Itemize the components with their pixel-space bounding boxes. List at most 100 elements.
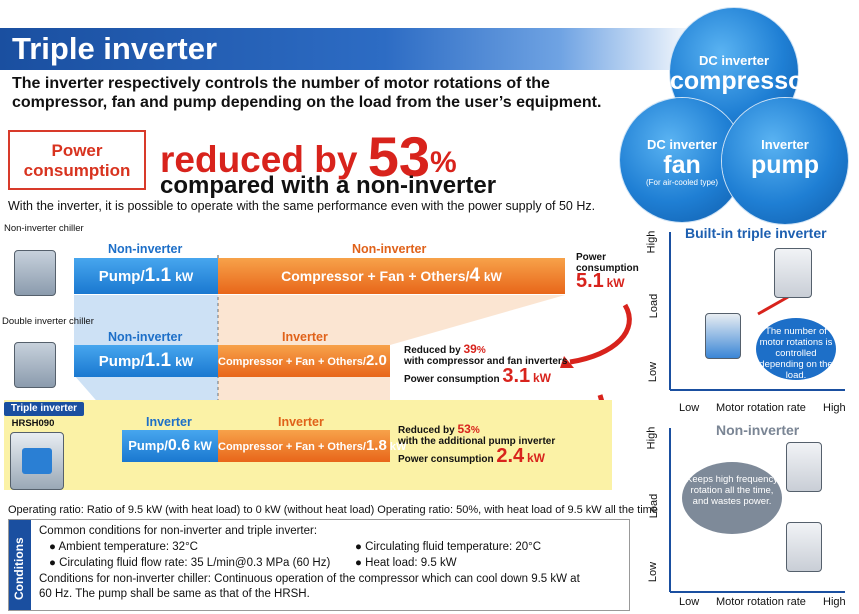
r1-side-value-wrap: 5.1 kW [576,271,639,291]
r2-side-pct-sign: % [476,345,486,356]
panel1-title: Built-in triple inverter [685,225,827,241]
circle-pump-big: pump [750,151,820,179]
intro-text: The inverter respectively controls the n… [12,75,602,111]
reduced-pct: % [429,146,457,179]
cond-line5: 60 Hz. The pump shall be same as that of… [39,588,310,600]
r2-comp-unit: kW [389,356,407,368]
r3-side-line2: with the additional pump inverter [398,436,556,447]
panel2-chiller-low-icon [786,522,822,572]
circle-fan-big: fan [663,151,701,179]
r3-side-pct-sign: % [470,425,480,436]
r3-comp-text: Compressor + Fan + Others/ [218,441,366,453]
panel1-y-low: Low [647,361,660,383]
r1-side: Power consumption 5.1 kW [576,252,639,291]
circle-fan-small: DC inverter [646,137,718,152]
r3-side-pct: 53 [457,422,471,436]
panel2-x-high: High [823,596,846,608]
panel1-chiller-low-icon [705,313,741,359]
r1-side-unit: kW [606,276,625,290]
r3-pump-text: Pump/ [128,438,168,453]
r2-comp-text: Compressor + Fan + Others/ [218,356,366,368]
r3-pump-unit: kW [193,439,212,453]
chiller-icon-sad [14,250,56,296]
r3-comp-unit: kW [389,441,407,453]
r3-side-value: 2.4 [496,445,525,467]
conditions-side: Conditions [9,520,31,610]
r1-side-title2: consumption [576,263,639,274]
panel2-title: Non-inverter [716,422,800,438]
r1-pump-unit: kW [175,270,194,284]
chiller-face-icon [22,448,52,474]
r3-label-left: Inverter [146,415,192,429]
title-banner: Triple inverter [0,28,700,70]
r3-side-pc-row: Power consumption 2.4 kW [398,446,555,466]
r3-pump-value: 0.6 [167,437,191,454]
panel2-x-mid: Motor rotation rate [716,596,806,608]
cond-bullet3: ● Circulating fluid flow rate: 35 L/min@… [49,557,331,569]
r2-side-line1: Reduced by 39% [404,342,567,356]
chiller-icon-sad-2 [14,342,56,388]
r2-side-pc-row: Power consumption 3.1 kW [404,366,567,386]
triple-inverter-tag: Triple inverter [4,402,84,416]
r2-label-right: Inverter [282,330,328,344]
cond-line4: Conditions for non-inverter chiller: Con… [39,573,580,585]
r3-side-line1-pre: Reduced by [398,425,458,436]
r3-label-right: Inverter [278,415,324,429]
panel1-bubble: The number of motor rotations is control… [756,318,836,381]
r1-label-left: Non-inverter [108,242,183,256]
panel2-bubble: Keeps high frequency rotation all the ti… [682,462,782,534]
r3-side: Reduced by 53% with the additional pump … [398,422,556,466]
operating-ratio: Operating ratio: Ratio of 9.5 kW (with h… [8,504,658,516]
panel1-axes [669,232,845,391]
panel1-x-high: High [823,402,846,414]
power-box-line2: consumption [23,161,131,180]
r2-side-line1-pre: Reduced by [404,345,464,356]
r2-pump-text: Pump/ [98,353,145,370]
r3-pump-bar: Pump/0.6 kW [122,430,218,462]
r2-pump-value: 1.1 [144,350,172,371]
panel2-x-low: Low [679,596,700,608]
conditions-side-label: Conditions [12,537,26,600]
r1-side-value: 5.1 [576,270,604,292]
cond-line1: Common conditions for non-inverter and t… [39,525,318,537]
power-box-line1: Power [51,141,103,160]
r2-comp-value: 2.0 [365,352,387,369]
r2-side-line2: with compressor and fan inverters [404,356,568,367]
cond-bullet4: ● Heat load: 9.5 kW [355,557,457,569]
r2-comp-bar: Compressor + Fan + Others/2.0 kW [218,345,406,377]
r2-pump-bar: Pump/1.1 kW [74,345,218,377]
circle-compressor-big: compressor [670,67,814,95]
r2-side-value: 3.1 [502,365,531,387]
compared-text: compared with a non-inverter [160,172,497,199]
r1-machine-label: Non-inverter chiller [4,223,84,234]
panel2-y-low: Low [647,561,660,583]
r3-comp-value: 1.8 [365,437,387,454]
r2-side-unit: kW [532,371,551,385]
panel2-chiller-high-icon [786,442,822,492]
r1-comp-text: Compressor + Fan + Others/ [281,268,470,284]
r2-side-pct: 39 [463,342,477,356]
r1-pump-text: Pump/ [98,268,145,285]
r2-side-pc: Power consumption [404,374,500,385]
page-title: Triple inverter [12,31,218,66]
r1-side-title1: Power [576,252,607,263]
r3-side-unit: kW [526,451,545,465]
r2-label-left: Non-inverter [108,330,183,344]
r2-machine-label: Double inverter chiller [2,316,94,327]
r1-comp-unit: kW [483,270,502,284]
r1-pump-bar: Pump/1.1 kW [74,258,218,294]
circle-compressor-small: DC inverter [698,53,770,68]
circle-fan-tiny: (For air-cooled type) [645,178,719,187]
conditions-box: Conditions Common conditions for non-inv… [8,519,630,611]
cond-bullet2: ● Circulating fluid temperature: 20°C [355,541,542,553]
r1-label-right: Non-inverter [352,242,427,256]
r1-comp-bar: Compressor + Fan + Others/4 kW [218,258,565,294]
r3-side-pc: Power consumption [398,454,494,465]
panel2-y-mid: Load [648,493,661,519]
r1-comp-value: 4 [469,265,480,286]
reduced-text: reduced by [160,139,358,180]
r2-side: Reduced by 39% with compressor and fan i… [404,342,568,386]
cond-bullet1: ● Ambient temperature: 32°C [49,541,198,553]
panel1-chiller-high-icon [774,248,812,298]
circle-pump-small: Inverter [761,137,809,152]
